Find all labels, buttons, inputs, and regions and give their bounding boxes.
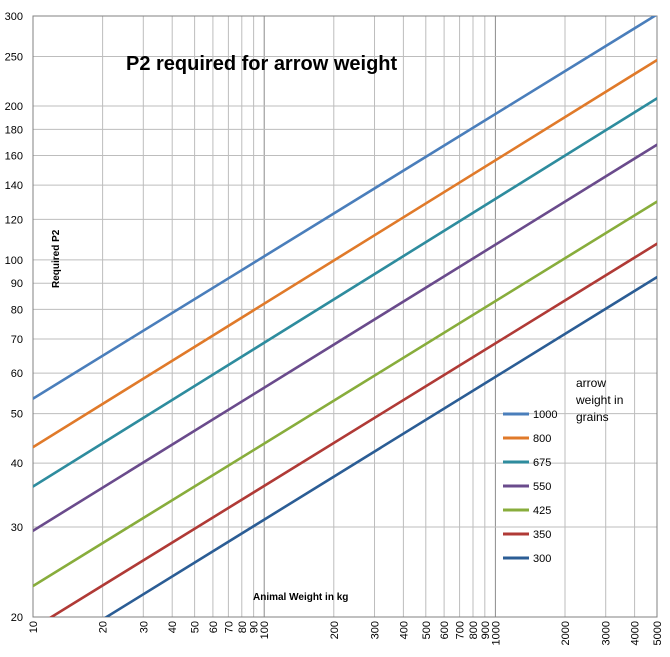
y-tick-labels: 20 30 40 50 60 70 80 90 100 120 140 160 180 200 250 300 xyxy=(5,11,23,624)
legend: arrow weight in grains 1000 800 675 550 425 350 3… xyxy=(503,376,623,565)
series-lines xyxy=(33,16,657,617)
y-tick-label: 120 xyxy=(5,214,23,226)
y-axis-label: Required P2 xyxy=(51,229,62,288)
x-tick-label: 70 xyxy=(223,621,235,633)
legend-label: 550 xyxy=(533,481,551,493)
x-tick-label: 2000 xyxy=(560,621,572,645)
y-tick-label: 140 xyxy=(5,180,23,192)
y-tick-label: 90 xyxy=(11,278,23,290)
x-tick-label: 400 xyxy=(398,621,410,639)
legend-label: 675 xyxy=(533,457,551,469)
x-tick-label: 80 xyxy=(237,621,249,633)
y-tick-label: 20 xyxy=(11,612,23,624)
y-tick-label: 300 xyxy=(5,11,23,23)
plot-frame xyxy=(32,15,658,618)
x-tick-label: 100 xyxy=(259,621,271,639)
x-tick-label: 500 xyxy=(421,621,433,639)
legend-label: 350 xyxy=(533,529,551,541)
y-tick-label: 160 xyxy=(5,151,23,163)
x-tick-label: 800 xyxy=(468,621,480,639)
x-tick-label: 10 xyxy=(28,621,40,633)
series-line-675 xyxy=(33,97,657,488)
x-tick-label: 200 xyxy=(329,621,341,639)
x-tick-label: 60 xyxy=(208,621,220,633)
series-line-300 xyxy=(104,275,657,617)
y-tick-label: 70 xyxy=(11,334,23,346)
x-tick-label: 40 xyxy=(167,621,179,633)
x-tick-label: 30 xyxy=(138,621,150,633)
x-tick-label: 300 xyxy=(370,621,382,639)
legend-label: 1000 xyxy=(533,409,557,421)
y-tick-label: 100 xyxy=(5,255,23,267)
series-line-800 xyxy=(33,58,657,449)
y-tick-label: 180 xyxy=(5,124,23,136)
y-tick-label: 50 xyxy=(11,409,23,421)
x-tick-label: 600 xyxy=(439,621,451,639)
y-tick-label: 40 xyxy=(11,458,23,470)
y-tick-label: 250 xyxy=(5,51,23,63)
x-tick-label: 4000 xyxy=(630,621,642,645)
series-line-550 xyxy=(33,143,657,533)
y-tick-label: 30 xyxy=(11,522,23,534)
x-tick-label: 90 xyxy=(249,621,261,633)
y-tick-label: 60 xyxy=(11,368,23,380)
series-line-425 xyxy=(33,200,657,588)
x-tick-label: 50 xyxy=(190,621,202,633)
x-tick-label: 1000 xyxy=(490,621,502,645)
chart-title: P2 required for arrow weight xyxy=(126,53,398,75)
series-line-1000 xyxy=(33,16,657,400)
y-tick-label: 200 xyxy=(5,101,23,113)
y-tick-label: 80 xyxy=(11,304,23,316)
legend-label: 300 xyxy=(533,553,551,565)
series-line-350 xyxy=(48,242,657,617)
grid xyxy=(32,15,658,618)
legend-label: 425 xyxy=(533,505,551,517)
legend-label: 800 xyxy=(533,433,551,445)
legend-title: arrow weight in grains xyxy=(575,376,623,424)
x-tick-label: 20 xyxy=(98,621,110,633)
x-tick-label: 3000 xyxy=(601,621,613,645)
x-tick-label: 5000 xyxy=(652,621,664,645)
x-tick-label: 700 xyxy=(455,621,467,639)
x-tick-label: 900 xyxy=(480,621,492,639)
x-axis-label: Animal Weight in kg xyxy=(253,592,348,603)
